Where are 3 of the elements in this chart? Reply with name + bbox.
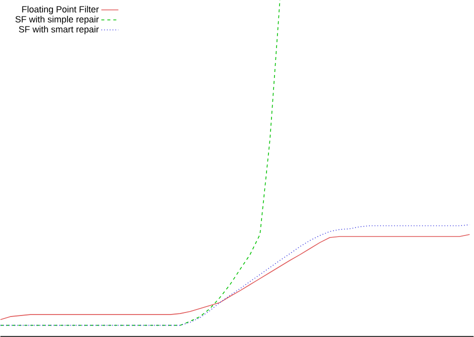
legend-label: SF with simple repair [15,16,99,24]
legend-label: SF with smart repair [18,26,99,34]
legend-label: Floating Point Filter [22,6,99,14]
